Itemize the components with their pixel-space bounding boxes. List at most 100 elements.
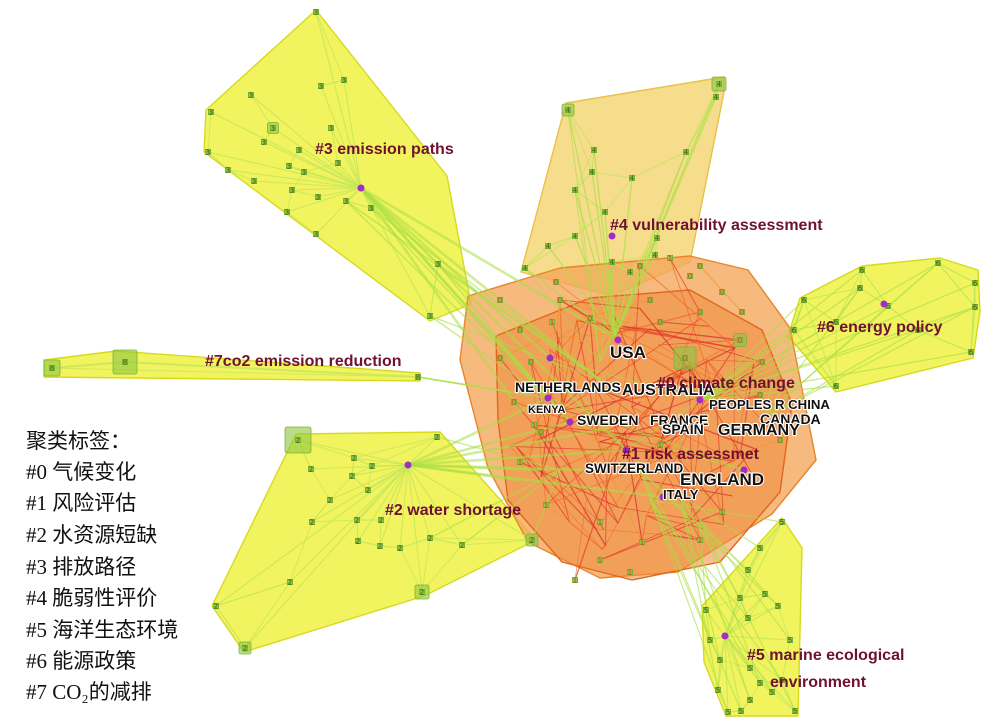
node-label: 0 <box>658 319 662 327</box>
network-edge <box>747 605 779 619</box>
network-edge <box>524 267 616 337</box>
network-edge <box>244 581 291 649</box>
network-edge <box>614 177 633 337</box>
network-edge <box>746 363 755 393</box>
node-label: 5 <box>758 680 762 688</box>
network-edge <box>380 464 409 521</box>
node-label: 0 <box>738 337 742 345</box>
country-label-england: ENGLAND <box>680 470 764 489</box>
node-square <box>915 327 921 333</box>
network-edge <box>781 639 791 681</box>
network-edge <box>699 519 707 611</box>
node-label: 5 <box>770 689 774 697</box>
network-edge <box>320 85 362 189</box>
network-edge <box>407 464 463 546</box>
node-label: 4 <box>653 252 658 260</box>
network-edge <box>549 357 627 451</box>
node-square <box>801 297 807 303</box>
network-edge <box>614 316 661 438</box>
node-label: 3 <box>297 147 301 155</box>
network-edge <box>311 499 331 523</box>
cluster-0-label: #0 climate change <box>657 375 795 392</box>
network-edge <box>699 351 972 401</box>
node-label: 0 <box>512 399 516 407</box>
node-square <box>935 260 941 266</box>
node-label: 3 <box>209 109 213 117</box>
network-edge <box>699 329 919 401</box>
network-edge <box>614 316 665 440</box>
country-label-peoples-r-china: PEOPLES R CHINA <box>709 397 830 412</box>
network-edge <box>227 169 362 189</box>
country-label-canada: CANADA <box>760 411 821 427</box>
node-square <box>296 147 302 153</box>
network-edge <box>659 357 686 446</box>
node-label: 3 <box>436 261 440 269</box>
node-square <box>335 160 341 166</box>
node-square <box>833 383 839 389</box>
network-edge <box>207 111 212 153</box>
network-edge <box>574 431 626 581</box>
node-square <box>609 259 615 265</box>
cluster-4-label: #4 vulnerability assessment <box>610 217 823 234</box>
node-label: 6 <box>916 327 921 335</box>
node-square <box>522 265 528 271</box>
network-edge <box>753 439 781 449</box>
node-square <box>351 455 357 461</box>
network-edge <box>937 262 976 284</box>
node-label: 2 <box>310 519 314 527</box>
network-edge <box>545 445 611 506</box>
node-label: 4 <box>630 175 635 183</box>
network-edge <box>599 254 656 363</box>
network-edge <box>599 519 691 561</box>
node-label: 4 <box>603 209 608 217</box>
node-label: 5 <box>738 595 742 603</box>
network-edge <box>678 451 725 525</box>
node-square <box>315 194 321 200</box>
network-edge <box>591 171 616 337</box>
node-square <box>572 577 578 583</box>
network-edge <box>724 635 742 712</box>
network-edge <box>429 315 549 399</box>
legend-item-6: #6 能源政策 <box>26 649 136 673</box>
network-edge <box>646 514 704 530</box>
node-label: 3 <box>319 83 323 91</box>
country-label-italy: ITALY <box>663 487 699 502</box>
network-edge <box>311 519 358 523</box>
node-square <box>529 537 535 543</box>
hub-node <box>721 632 729 640</box>
network-edge <box>739 362 755 458</box>
network-edge <box>547 235 576 247</box>
node-square <box>248 92 254 98</box>
node-label: 2 <box>370 463 374 471</box>
node-square <box>369 463 375 469</box>
node-label: 6 <box>858 285 863 293</box>
network-edge <box>250 94 362 189</box>
country-label-netherlands: NETHERLANDS <box>515 379 621 395</box>
network-edge <box>351 464 409 477</box>
network-edge <box>739 593 766 599</box>
network-edge <box>436 436 561 471</box>
network-edge <box>298 149 362 189</box>
node-label: 3 <box>249 92 253 100</box>
network-edge <box>407 436 438 466</box>
network-edge <box>286 187 362 213</box>
node-label: 6 <box>792 327 797 335</box>
network-edge <box>759 329 919 421</box>
node-label: 4 <box>610 259 615 267</box>
node-label: 5 <box>746 567 750 575</box>
node-label: 6 <box>973 280 978 288</box>
network-edge <box>747 547 761 571</box>
node-square <box>553 279 559 285</box>
node-label: 2 <box>366 487 370 495</box>
node-square <box>308 466 314 472</box>
network-edge <box>887 305 919 331</box>
node-label: 5 <box>748 665 752 673</box>
legend-title: 聚类标签： <box>26 429 131 453</box>
node-square <box>739 309 745 315</box>
network-edge <box>771 691 796 712</box>
network-edge <box>207 151 362 189</box>
network-edge <box>315 11 362 189</box>
network-edge <box>699 306 976 401</box>
node-label: 3 <box>290 187 294 195</box>
